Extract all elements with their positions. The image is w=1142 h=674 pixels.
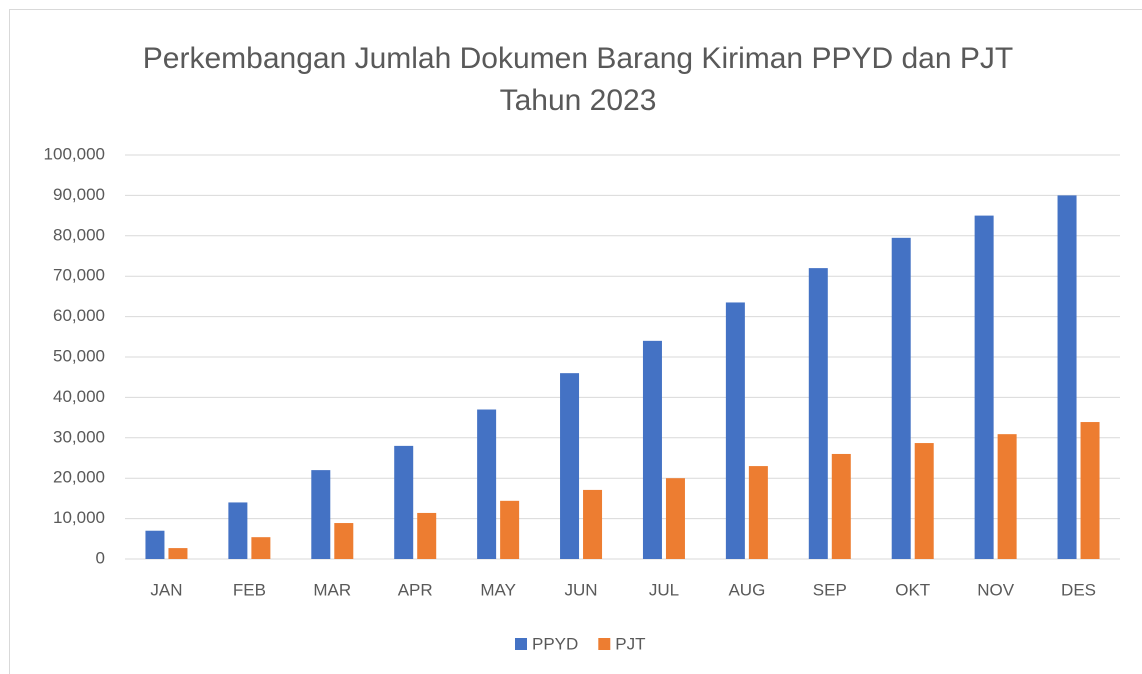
bar <box>560 373 580 559</box>
bar <box>914 443 934 559</box>
bar <box>394 445 414 559</box>
legend-label: PJT <box>615 634 645 653</box>
x-tick-label: APR <box>398 580 433 599</box>
bar <box>997 434 1017 559</box>
x-tick-label: OKT <box>895 580 930 599</box>
y-tick-label: 30,000 <box>53 427 105 446</box>
bar <box>1080 422 1100 559</box>
bar <box>665 478 685 559</box>
y-tick-label: 80,000 <box>53 225 105 244</box>
y-tick-label: 50,000 <box>53 346 105 365</box>
x-tick-label: JUL <box>649 580 679 599</box>
x-tick-label: MAY <box>480 580 516 599</box>
legend-label: PPYD <box>532 634 578 653</box>
bar <box>808 268 828 559</box>
x-tick-label: SEP <box>813 580 847 599</box>
chart-border <box>9 9 1142 674</box>
bar <box>974 215 994 559</box>
bar <box>725 302 745 559</box>
y-tick-label: 10,000 <box>53 508 105 527</box>
legend-swatch <box>515 638 527 650</box>
bar <box>417 512 437 559</box>
x-tick-label: DES <box>1061 580 1096 599</box>
x-tick-label: NOV <box>977 580 1015 599</box>
x-tick-label: JUN <box>565 580 598 599</box>
legend-swatch <box>598 638 611 650</box>
x-tick-label: MAR <box>313 580 351 599</box>
bar <box>228 502 248 559</box>
y-tick-label: 40,000 <box>53 387 105 406</box>
bar <box>748 466 768 559</box>
y-tick-label: 100,000 <box>44 144 105 163</box>
x-tick-label: FEB <box>233 580 266 599</box>
bar <box>831 453 851 559</box>
bar <box>334 523 354 559</box>
y-tick-label: 60,000 <box>53 306 105 325</box>
bar <box>1057 195 1077 559</box>
bar <box>168 548 188 559</box>
y-tick-label: 20,000 <box>53 468 105 487</box>
bar <box>477 409 497 559</box>
y-tick-label: 90,000 <box>53 185 105 204</box>
x-tick-label: AUG <box>728 580 765 599</box>
y-tick-label: 0 <box>96 548 105 567</box>
chart-title: Perkembangan Jumlah Dokumen Barang Kirim… <box>142 42 1014 117</box>
bar <box>583 489 603 559</box>
x-tick-label: JAN <box>150 580 182 599</box>
bar <box>311 470 331 559</box>
y-tick-label: 70,000 <box>53 266 105 285</box>
bar <box>642 340 662 559</box>
bar <box>500 500 520 559</box>
bar <box>891 237 911 559</box>
bar <box>251 537 271 559</box>
bar <box>145 530 165 559</box>
